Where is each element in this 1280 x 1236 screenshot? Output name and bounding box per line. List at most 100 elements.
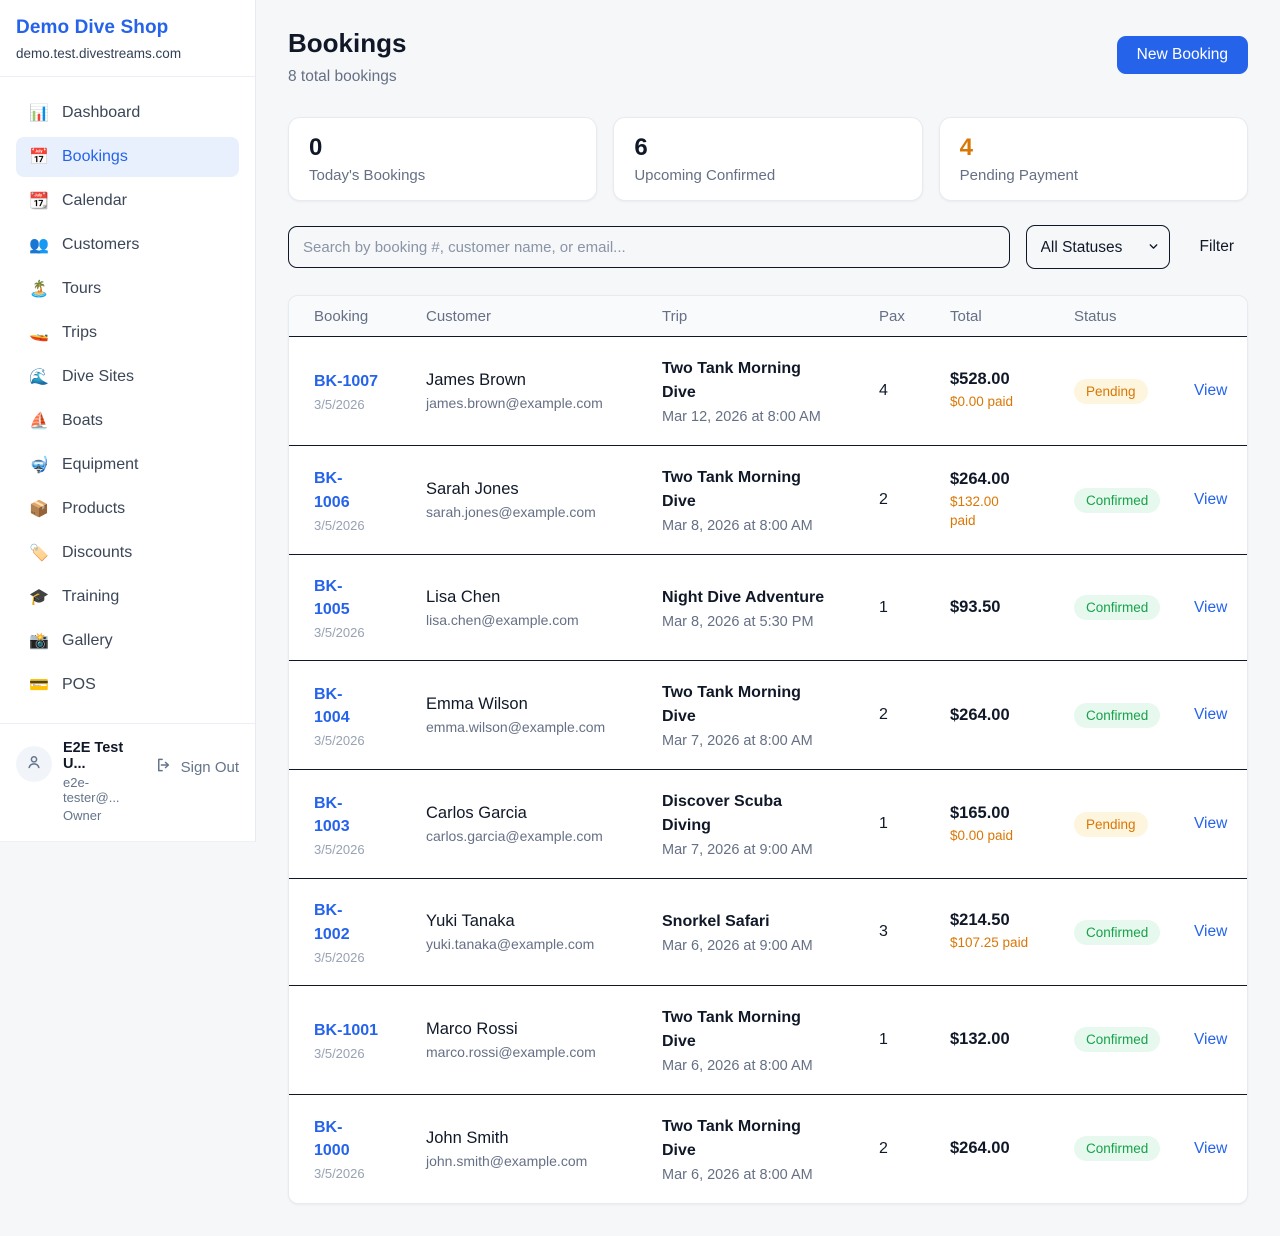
actions-cell: View xyxy=(1194,815,1227,833)
sidebar-item-products[interactable]: 📦 Products xyxy=(16,489,239,529)
trip-name: Discover Scuba Diving xyxy=(662,793,783,835)
customer-email: carlos.garcia@example.com xyxy=(426,828,603,845)
status-badge: Pending xyxy=(1074,811,1148,837)
sidebar-item-tours[interactable]: 🏝️ Tours xyxy=(16,269,239,309)
paid-amount: $132.00 paid xyxy=(950,494,999,528)
column-header-trip: Trip xyxy=(662,307,688,325)
stat-card-pending-payment: 4 Pending Payment xyxy=(938,117,1248,201)
customer-name: Marco Rossi xyxy=(426,1019,518,1038)
trip-time: Mar 7, 2026 at 9:00 AM xyxy=(662,842,813,859)
sidebar-item-boats[interactable]: ⛵ Boats xyxy=(16,401,239,441)
sidebar-item-label: Training xyxy=(62,588,120,605)
pax-value: 1 xyxy=(879,1030,888,1048)
sidebar-item-trips[interactable]: 🚤 Trips xyxy=(16,313,239,353)
trip-time: Mar 12, 2026 at 8:00 AM xyxy=(662,409,821,425)
status-badge: Confirmed xyxy=(1074,1027,1161,1053)
view-link[interactable]: View xyxy=(1194,491,1228,508)
view-link[interactable]: View xyxy=(1194,923,1228,941)
sidebar-item-equipment[interactable]: 🤿 Equipment xyxy=(16,445,239,485)
sidebar-item-pos[interactable]: 💳 POS xyxy=(16,665,239,705)
sidebar-user-section: E2E Test U... e2e-tester@... Owner Sign … xyxy=(0,723,255,835)
stat-label: Upcoming Confirmed xyxy=(634,167,776,184)
main-content: Bookings 8 total bookings New Booking 0 … xyxy=(256,0,1280,1236)
trip-name: Two Tank Morning Dive xyxy=(662,469,801,510)
customer-cell: John Smith john.smith@example.com xyxy=(426,1129,662,1169)
booking-cell: BK- 1003 3/5/2026 xyxy=(314,792,426,857)
view-link[interactable]: View xyxy=(1194,815,1228,833)
sidebar-item-customers[interactable]: 👥 Customers xyxy=(16,225,239,265)
sidebar-item-bookings[interactable]: 📅 Bookings xyxy=(16,137,239,177)
trip-cell: Two Tank Morning Dive Mar 7, 2026 at 8:0… xyxy=(662,681,879,749)
sidebar-item-label: Trips xyxy=(62,324,97,341)
customer-email: yuki.tanaka@example.com xyxy=(426,936,595,953)
table-header-row: Booking Customer Trip Pax Total Status xyxy=(289,296,1247,337)
view-link[interactable]: View xyxy=(1194,1139,1228,1157)
sidebar-item-label: Products xyxy=(62,500,126,517)
booking-date: 3/5/2026 xyxy=(314,625,365,641)
pax-value: 2 xyxy=(879,491,888,508)
booking-date: 3/5/2026 xyxy=(314,1045,365,1061)
status-select-wrap: All Statuses xyxy=(1025,225,1170,269)
booking-cell: BK-1001 3/5/2026 xyxy=(314,1019,426,1061)
filter-button[interactable]: Filter xyxy=(1186,238,1248,256)
status-cell: Confirmed xyxy=(1074,702,1194,728)
total-amount: $214.50 xyxy=(950,911,1010,930)
booking-id-link[interactable]: BK- 1004 xyxy=(314,685,350,726)
sidebar-item-calendar[interactable]: 📆 Calendar xyxy=(16,181,239,221)
booking-id-link[interactable]: BK- 1000 xyxy=(314,1119,350,1160)
sidebar-item-label: Equipment xyxy=(62,456,139,473)
logout-icon xyxy=(155,756,173,778)
booking-id-link[interactable]: BK-1001 xyxy=(314,1021,379,1039)
table-row: BK- 1000 3/5/2026 John Smith john.smith@… xyxy=(289,1095,1247,1203)
total-cell: $264.00 xyxy=(950,706,1074,725)
person-icon xyxy=(24,752,44,777)
sidebar-item-dive-sites[interactable]: 🌊 Dive Sites xyxy=(16,357,239,397)
credit-card-icon: 💳 xyxy=(29,677,49,694)
package-icon: 📦 xyxy=(29,501,49,518)
view-link[interactable]: View xyxy=(1194,598,1228,616)
total-amount: $528.00 xyxy=(950,370,1010,389)
total-cell: $528.00 $0.00 paid xyxy=(950,370,1074,411)
status-cell: Pending xyxy=(1074,811,1194,837)
booking-id-link[interactable]: BK- 1003 xyxy=(314,794,350,835)
status-select[interactable]: All Statuses xyxy=(1025,225,1170,269)
stat-value: 4 xyxy=(959,134,974,161)
island-icon: 🏝️ xyxy=(29,281,49,298)
trip-name: Two Tank Morning Dive xyxy=(662,360,801,401)
status-badge: Confirmed xyxy=(1074,702,1161,728)
customer-cell: Yuki Tanaka yuki.tanaka@example.com xyxy=(426,912,662,952)
status-badge: Confirmed xyxy=(1074,1136,1161,1162)
sidebar-item-dashboard[interactable]: 📊 Dashboard xyxy=(16,93,239,133)
sidebar-item-training[interactable]: 🎓 Training xyxy=(16,577,239,617)
search-input[interactable] xyxy=(288,226,1010,268)
sidebar-item-discounts[interactable]: 🏷️ Discounts xyxy=(16,533,239,573)
dive-mask-icon: 🤿 xyxy=(29,457,49,474)
customer-cell: Carlos Garcia carlos.garcia@example.com xyxy=(426,804,662,844)
sidebar-item-gallery[interactable]: 📸 Gallery xyxy=(16,621,239,661)
view-link[interactable]: View xyxy=(1194,382,1228,399)
booking-id-link[interactable]: BK-1007 xyxy=(314,372,379,390)
booking-id-link[interactable]: BK- 1002 xyxy=(314,902,350,943)
sidebar-item-label: Customers xyxy=(62,236,140,253)
trip-name: Two Tank Morning Dive xyxy=(662,684,801,726)
view-link[interactable]: View xyxy=(1194,1030,1228,1048)
camera-icon: 📸 xyxy=(29,633,49,650)
column-header-customer: Customer xyxy=(426,307,492,325)
pax-value: 2 xyxy=(879,1139,888,1157)
sidebar-item-label: POS xyxy=(62,676,96,693)
view-link[interactable]: View xyxy=(1194,706,1228,724)
booking-id-link[interactable]: BK- 1006 xyxy=(314,470,350,511)
status-badge: Confirmed xyxy=(1074,919,1161,945)
customer-email: marco.rossi@example.com xyxy=(426,1043,596,1060)
booking-cell: BK- 1000 3/5/2026 xyxy=(314,1116,426,1181)
pax-value: 4 xyxy=(879,382,888,399)
new-booking-button[interactable]: New Booking xyxy=(1116,36,1248,74)
booking-cell: BK- 1006 3/5/2026 xyxy=(314,467,426,532)
booking-id-link[interactable]: BK- 1005 xyxy=(314,578,350,619)
trip-time: Mar 7, 2026 at 8:00 AM xyxy=(662,733,813,750)
customer-name: James Brown xyxy=(426,371,526,389)
sign-out-button[interactable]: Sign Out xyxy=(155,756,239,778)
trip-cell: Two Tank Morning Dive Mar 8, 2026 at 8:0… xyxy=(662,466,879,534)
total-amount: $165.00 xyxy=(950,803,1010,822)
paid-amount: $0.00 paid xyxy=(950,827,1014,843)
